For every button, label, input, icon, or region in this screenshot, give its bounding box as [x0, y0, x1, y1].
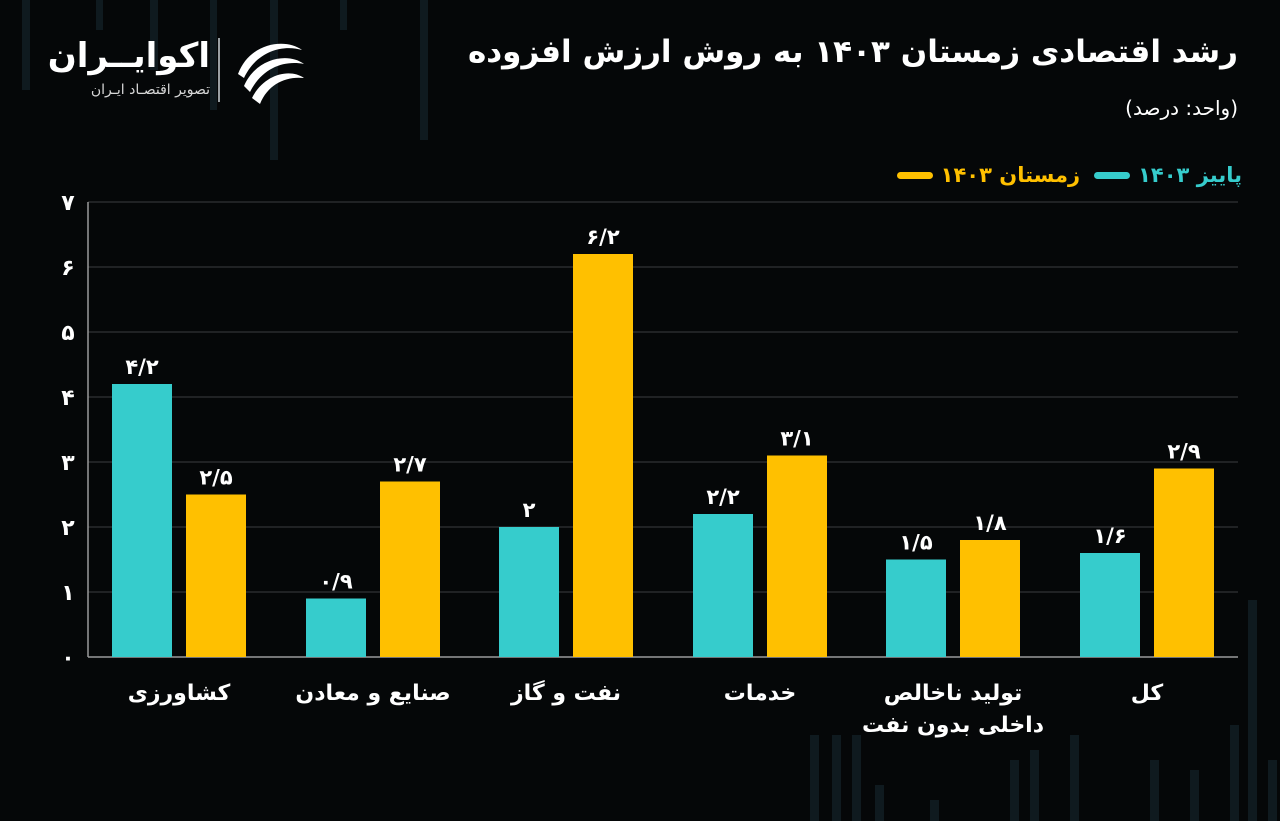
- y-tick-label: ۵: [61, 321, 74, 346]
- bar: [693, 514, 753, 657]
- x-tick-label: تولید ناخالص: [884, 681, 1023, 706]
- data-label: ۱/۵: [899, 531, 932, 555]
- data-label: ۲/۹: [1167, 440, 1200, 464]
- logo-subtitle: تصویر اقتصـاد ایـران: [90, 82, 210, 98]
- y-tick-label: ۷: [61, 191, 75, 216]
- data-label: ۰/۹: [319, 570, 352, 594]
- legend-label-winter: زمستان ۱۴۰۳: [940, 163, 1081, 187]
- unit-label: (واحد: درصد): [1125, 96, 1238, 120]
- data-label: ۲/۲: [706, 485, 739, 509]
- x-tick-label: نفت و گاز: [510, 679, 621, 706]
- logo-separator: [218, 38, 220, 102]
- y-tick-label: ۳: [61, 451, 75, 476]
- y-tick-label: ۲: [61, 516, 75, 541]
- bar: [573, 254, 633, 657]
- data-label: ۲/۵: [199, 466, 232, 490]
- x-tick-label: کل: [1131, 681, 1164, 706]
- data-label: ۴/۲: [125, 355, 158, 379]
- data-label: ۱/۸: [973, 511, 1006, 535]
- bar: [499, 527, 559, 657]
- y-tick-label: ۶: [61, 256, 74, 281]
- legend-item-winter: زمستان ۱۴۰۳: [896, 163, 1081, 187]
- chart-title: رشد اقتصادی زمستان ۱۴۰۳ به روش ارزش افزو…: [467, 34, 1238, 70]
- data-label: ۲/۷: [393, 453, 426, 477]
- bar: [1154, 468, 1214, 657]
- data-label: ۱/۶: [1093, 524, 1126, 548]
- legend-swatch-autumn: [1094, 171, 1131, 179]
- bar: [112, 384, 172, 657]
- data-label: ۳/۱: [780, 427, 813, 451]
- bar: [960, 540, 1020, 657]
- logo-name: اکوایــران: [47, 36, 210, 76]
- y-tick-label: ۴: [61, 386, 74, 411]
- x-tick-label: داخلی بدون نفت: [862, 713, 1044, 738]
- logo-swirl-icon: [238, 43, 304, 104]
- bar: [306, 598, 366, 657]
- data-label: ۶/۲: [586, 225, 619, 249]
- logo: اکوایــران تصویر اقتصـاد ایـران: [47, 34, 320, 114]
- bar: [1080, 553, 1140, 657]
- legend-swatch-winter: [896, 171, 933, 179]
- legend: زمستان ۱۴۰۳ پاییز ۱۴۰۳: [896, 160, 1242, 190]
- bar: [186, 494, 246, 657]
- x-tick-label: صنایع و معادن: [295, 681, 450, 706]
- y-tick-label: ۰: [61, 646, 74, 671]
- legend-item-autumn: پاییز ۱۴۰۳: [1094, 163, 1242, 187]
- legend-label-autumn: پاییز ۱۴۰۳: [1138, 163, 1242, 187]
- y-tick-label: ۱: [61, 581, 74, 606]
- data-label: ۲: [523, 498, 536, 522]
- x-tick-label: کشاورزی: [128, 681, 231, 706]
- bar: [886, 559, 946, 657]
- bar: [767, 455, 827, 657]
- bar: [380, 481, 440, 657]
- x-tick-label: خدمات: [724, 681, 797, 706]
